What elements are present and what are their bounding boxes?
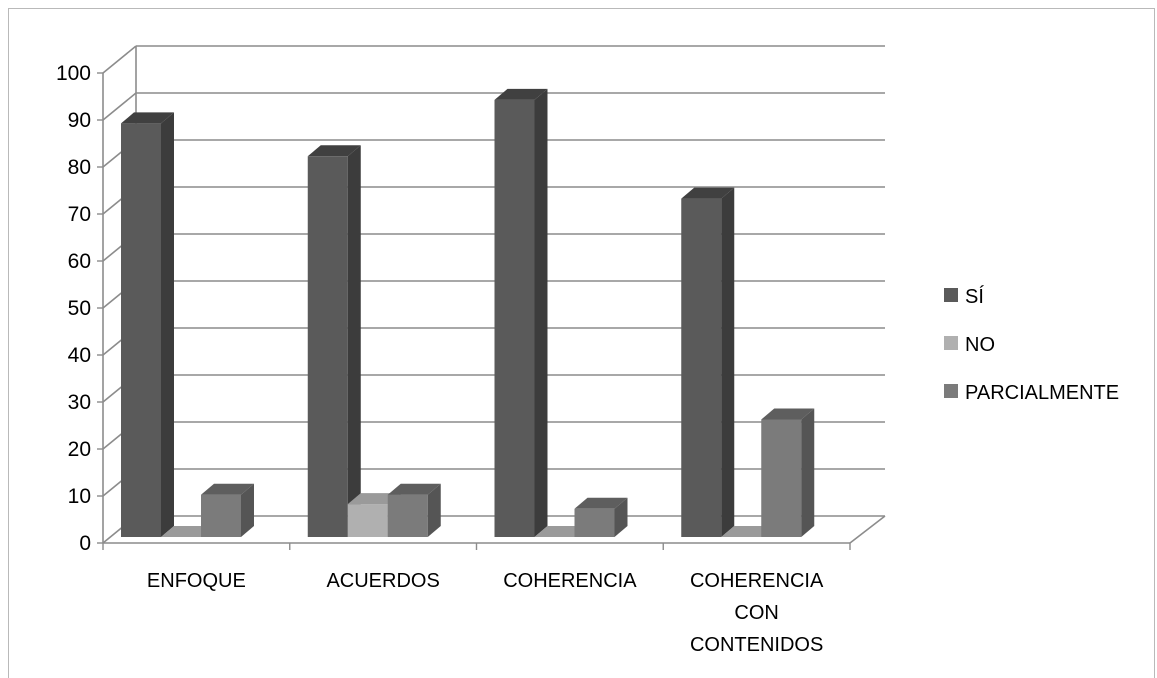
legend-label: SÍ <box>965 285 984 308</box>
bar <box>721 526 775 537</box>
y-tick-labels: 0 10 20 30 40 50 60 70 80 90 100 <box>56 62 91 555</box>
bar-front <box>201 494 241 537</box>
bar-side <box>614 497 628 537</box>
x-category-label: COHERENCIA <box>503 570 637 592</box>
x-category-label: COHERENCIA <box>690 570 824 592</box>
bar-side <box>801 408 815 537</box>
bar-front <box>761 419 802 537</box>
chart-frame <box>8 8 1155 678</box>
y-tick-label: 20 <box>68 438 91 461</box>
legend: SÍ NO PARCIALMENTE <box>944 285 1119 404</box>
bar <box>574 497 628 537</box>
legend-label: NO <box>965 334 995 356</box>
bar-front <box>307 156 348 538</box>
axis-layer <box>97 72 886 550</box>
bar-side <box>347 145 361 538</box>
bar-top <box>721 526 775 537</box>
y-tick-label: 70 <box>68 203 91 226</box>
gridline-side <box>102 45 137 74</box>
bar-front <box>494 99 535 538</box>
bar-side <box>241 483 254 537</box>
y-tick-label: 50 <box>68 297 91 320</box>
bar-side <box>427 483 441 537</box>
bar-top <box>761 408 815 420</box>
y-tick-label: 60 <box>68 250 91 273</box>
bar-top <box>121 112 174 124</box>
x-category-label: ACUERDOS <box>326 570 439 592</box>
bar <box>307 145 361 538</box>
bar <box>201 483 254 537</box>
bar-front <box>121 123 161 538</box>
bar-front <box>387 494 428 537</box>
legend-label: PARCIALMENTE <box>965 382 1119 404</box>
y-tick-label: 30 <box>68 391 91 414</box>
gridline-side <box>102 92 137 121</box>
bar-top <box>201 483 254 495</box>
bar <box>494 88 548 538</box>
y-tick-label: 100 <box>56 62 91 85</box>
floor-edge <box>849 515 886 544</box>
bar-front <box>347 504 388 537</box>
bar <box>761 408 815 537</box>
bar-top <box>307 145 361 157</box>
x-category-label: ENFOQUE <box>147 570 246 592</box>
bar-front <box>681 198 722 537</box>
y-tick-label: 40 <box>68 344 91 367</box>
bar-top <box>574 497 628 509</box>
x-category-labels: ENFOQUE ACUERDOS COHERENCIA COHERENCIA CON CO… <box>147 570 824 656</box>
bars-layer <box>121 88 815 538</box>
bar-top <box>494 88 548 100</box>
bar <box>161 526 214 537</box>
bar-side <box>721 187 735 537</box>
bar-side <box>534 88 548 538</box>
y-tick-label: 80 <box>68 156 91 179</box>
bar-top <box>681 187 735 199</box>
bar <box>534 526 588 537</box>
bar-top <box>534 526 588 537</box>
bar-top <box>347 493 401 505</box>
bar <box>121 112 174 538</box>
y-tick-label: 0 <box>79 532 91 555</box>
y-tick-label: 10 <box>68 485 91 508</box>
legend-swatch <box>944 384 958 398</box>
legend-swatch <box>944 336 958 350</box>
bar <box>387 483 441 537</box>
bar-front <box>574 508 615 537</box>
x-category-label: CONTENIDOS <box>690 634 823 656</box>
x-category-label: CON <box>734 602 778 624</box>
legend-swatch <box>944 288 958 302</box>
bar-top <box>161 526 214 537</box>
bar-side <box>161 112 174 538</box>
bar-top <box>387 483 441 495</box>
y-tick-label: 90 <box>68 109 91 132</box>
bar <box>681 187 735 537</box>
